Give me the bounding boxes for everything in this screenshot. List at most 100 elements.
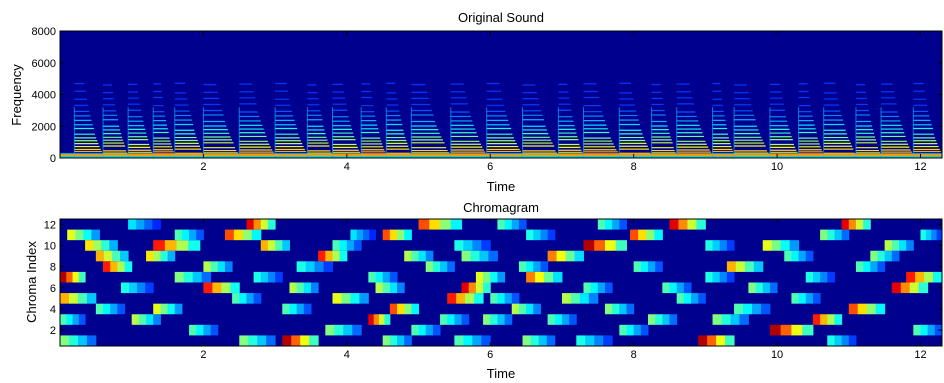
- chroma-cell: [332, 250, 341, 262]
- chroma-cell: [863, 261, 871, 272]
- chroma-cell: [805, 250, 814, 262]
- chroma-cell: [296, 303, 305, 315]
- x-tick-label: 6: [487, 161, 493, 173]
- chroma-cell: [640, 324, 649, 336]
- chroma-cell: [210, 261, 219, 272]
- chroma-cell: [481, 335, 491, 346]
- chroma-cell: [812, 271, 821, 283]
- chroma-cell: [72, 271, 80, 283]
- chroma-cell: [626, 303, 635, 315]
- chroma-cell: [762, 282, 771, 294]
- chroma-cell: [769, 324, 782, 336]
- chroma-cell: [117, 261, 126, 272]
- chroma-cell: [77, 335, 88, 346]
- chroma-cell: [454, 240, 464, 251]
- chroma-cell: [282, 335, 292, 346]
- chroma-cell: [111, 250, 121, 262]
- chroma-cell: [66, 271, 74, 283]
- chroma-cell: [447, 293, 457, 304]
- chroma-cell: [103, 261, 111, 272]
- chroma-cell: [266, 335, 276, 346]
- chroma-cell: [603, 335, 613, 346]
- chroma-cell: [368, 271, 377, 283]
- chroma-cell: [120, 282, 130, 294]
- chroma-cell: [866, 303, 877, 315]
- y-tick-label: 8: [50, 262, 56, 274]
- chroma-cell: [554, 314, 563, 325]
- y-tick-label: 8000: [32, 26, 56, 38]
- chroma-cell: [547, 229, 556, 241]
- chroma-cell: [425, 250, 434, 262]
- chroma-cell: [588, 293, 599, 304]
- chroma-cell: [440, 219, 452, 230]
- chroma-cell: [196, 229, 204, 241]
- chroma-cell: [712, 271, 721, 283]
- chroma-cell: [253, 271, 262, 283]
- spectrogram-panel: Original Sound 2 4 6 8 10 12 0 2000 4000 6000 800…: [9, 10, 943, 194]
- chroma-cell: [474, 293, 484, 304]
- chroma-cell: [655, 261, 663, 272]
- chroma-cell: [604, 303, 613, 315]
- chroma-cell: [933, 271, 943, 283]
- chroma-cell: [848, 335, 857, 346]
- chroma-cell: [497, 271, 506, 283]
- x-tick-label: 6: [487, 349, 493, 361]
- chroma-cell: [368, 314, 375, 325]
- chroma-cell: [369, 229, 377, 241]
- chroma-cell: [212, 282, 222, 294]
- chroma-cell: [60, 335, 70, 346]
- chroma-cell: [604, 282, 613, 294]
- chroma-cell: [676, 282, 685, 294]
- chroma-cell: [633, 261, 642, 272]
- chroma-cell: [188, 240, 201, 251]
- chroma-cell: [260, 271, 269, 283]
- chroma-cell: [323, 261, 333, 272]
- chroma-cell: [461, 314, 470, 325]
- chroma-cell: [110, 261, 118, 272]
- chroma-cell: [289, 303, 298, 315]
- chroma-cell: [569, 314, 577, 325]
- chroma-cell: [748, 282, 757, 294]
- chroma-cell: [382, 229, 391, 241]
- y-tick-label: 10: [44, 240, 56, 252]
- chroma-cell: [526, 271, 536, 283]
- chroma-cell: [669, 219, 679, 230]
- chroma-cell: [735, 261, 746, 272]
- chroma-cell: [827, 229, 835, 241]
- chroma-cell: [504, 219, 513, 230]
- chroma-cell: [440, 261, 448, 272]
- chroma-cell: [267, 271, 276, 283]
- x-tick-label: 4: [344, 349, 350, 361]
- chroma-cell: [468, 282, 477, 294]
- chroma-cell: [834, 314, 843, 325]
- chroma-cell: [68, 293, 79, 304]
- chroma-cell: [927, 324, 936, 336]
- chroma-cell: [719, 240, 728, 251]
- chroma-cell: [719, 271, 728, 283]
- chroma-cell: [751, 303, 762, 315]
- chroma-cell: [669, 282, 678, 294]
- chroma-cell: [343, 324, 353, 336]
- chroma-cell: [594, 240, 606, 251]
- chroma-cell: [533, 229, 541, 241]
- chroma-cell: [760, 303, 771, 315]
- chroma-cell: [144, 219, 153, 230]
- chroma-cell: [909, 282, 920, 294]
- chroma-cell: [470, 250, 480, 262]
- chroma-cell: [925, 229, 932, 241]
- chroma-cell: [189, 229, 197, 241]
- chroma-cell: [669, 314, 678, 325]
- chroma-cell: [397, 335, 405, 346]
- chroma-cell: [145, 282, 154, 294]
- chroma-cell: [590, 282, 599, 294]
- chroma-cell: [483, 282, 491, 294]
- chroma-cell: [86, 335, 97, 346]
- chroma-cell: [574, 250, 584, 262]
- chroma-cell: [556, 250, 567, 262]
- chroma-cell: [253, 219, 262, 230]
- chroma-cell: [239, 335, 249, 346]
- x-tick-label: 8: [631, 161, 637, 173]
- chroma-cell: [597, 282, 606, 294]
- chroma-cell: [721, 314, 731, 325]
- chroma-cell: [583, 282, 592, 294]
